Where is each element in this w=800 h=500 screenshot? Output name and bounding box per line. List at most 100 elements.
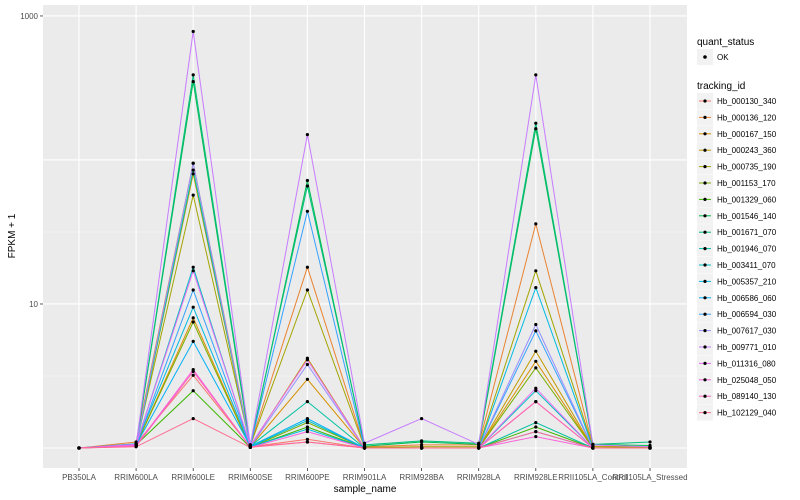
legend-point-key (703, 279, 707, 283)
data-point (648, 440, 652, 444)
y-axis-ticks: 10 1000 (20, 12, 43, 309)
data-point (305, 133, 309, 137)
legend-point-key (703, 329, 707, 333)
data-point (191, 269, 195, 273)
legend-label-hb-001671-070: Hb_001671_070 (717, 228, 777, 237)
data-point (305, 184, 309, 188)
data-points (77, 29, 652, 450)
legend-point-key (703, 115, 707, 119)
data-point (305, 209, 309, 213)
legend-point-key (703, 230, 707, 234)
data-point (305, 430, 309, 434)
x-axis-ticks: PB350LA RRIM600LA RRIM600LE RRIM600SE RRIM60… (62, 468, 688, 482)
legend-tracking-id-title: tracking_id (697, 81, 745, 92)
data-point (191, 29, 195, 34)
data-point (591, 446, 595, 450)
x-tick-label: RRII105LA_Stressed (612, 473, 687, 482)
x-tick-label: RRIM928LE (514, 473, 558, 482)
legend-point-key (703, 296, 707, 300)
legend-label-hb-000735-190: Hb_000735_190 (717, 163, 777, 172)
data-point (305, 288, 309, 292)
legend-label-hb-009771-010: Hb_009771_010 (717, 343, 777, 352)
data-point (534, 322, 538, 327)
data-point (534, 269, 538, 273)
data-point (191, 369, 195, 374)
data-point (477, 442, 481, 446)
x-tick-label: RRII105LA_Control (558, 473, 628, 482)
data-point (191, 320, 195, 324)
data-point (305, 437, 309, 441)
legend-label-hb-000130-340: Hb_000130_340 (717, 97, 777, 106)
x-tick-label: RRIM600SE (228, 473, 272, 482)
data-point (191, 288, 195, 292)
data-point (534, 127, 538, 131)
data-point (362, 441, 367, 445)
data-point (191, 80, 195, 84)
legend-point-key (703, 312, 707, 316)
data-point (191, 305, 195, 309)
legend-point-key (703, 165, 707, 169)
legend-point-key (703, 132, 707, 136)
legend-label-hb-006594-030: Hb_006594_030 (717, 310, 777, 319)
data-point (191, 417, 195, 421)
data-point (305, 377, 309, 381)
x-tick-label: PB350LA (62, 473, 96, 482)
data-point (191, 73, 195, 77)
legend-label-hb-001153-170: Hb_001153_170 (717, 179, 776, 188)
data-point (420, 439, 424, 443)
x-tick-label: RRIM600LE (171, 473, 215, 482)
legend-label-hb-005357-210: Hb_005357_210 (717, 277, 777, 286)
legend-point-key (703, 263, 707, 267)
data-point (534, 435, 538, 439)
data-point (534, 400, 538, 404)
data-point (591, 443, 595, 447)
data-point (534, 421, 538, 425)
data-point (534, 121, 538, 125)
legend-point-key (703, 55, 707, 59)
data-point (248, 445, 252, 449)
legend-label-hb-007617-030: Hb_007617_030 (717, 327, 777, 336)
x-tick-label: RRIM928BA (399, 473, 444, 482)
legend-label-hb-003411-070: Hb_003411_070 (717, 261, 776, 270)
legend-point-key (703, 345, 707, 349)
data-point (362, 446, 367, 450)
data-point (191, 373, 195, 377)
data-point (534, 73, 538, 77)
data-point (191, 172, 195, 176)
data-point (305, 400, 309, 404)
legend-label-hb-000243-360: Hb_000243_360 (717, 146, 777, 155)
x-tick-label: RRIM600PE (285, 473, 329, 482)
y-tick-label: 1000 (20, 12, 38, 21)
data-point (191, 339, 195, 343)
data-point (534, 430, 538, 434)
legend-label-hb-000167-150: Hb_000167_150 (717, 130, 777, 139)
data-point (534, 329, 538, 333)
data-point (534, 425, 538, 429)
legend-point-key (703, 247, 707, 251)
data-point (191, 161, 195, 165)
data-point (191, 168, 195, 172)
data-point (420, 446, 424, 450)
legend-label-hb-089140-130: Hb_089140_130 (717, 392, 777, 401)
data-point (191, 265, 195, 269)
data-point (534, 286, 538, 290)
data-point (77, 446, 81, 450)
data-point (534, 222, 538, 226)
data-point (305, 427, 309, 431)
x-axis-title: sample_name (334, 484, 397, 495)
data-point (305, 358, 309, 362)
legend-point-key (703, 378, 707, 382)
legend-label-hb-001329-060: Hb_001329_060 (717, 195, 777, 204)
legend-label-hb-011316-080: Hb_011316_080 (717, 359, 776, 368)
data-point (191, 389, 195, 393)
data-point (534, 366, 538, 370)
data-point (477, 446, 481, 450)
legend-label: OK (717, 53, 729, 62)
legend-label-hb-025048-050: Hb_025048_050 (717, 376, 777, 385)
data-point (134, 445, 138, 449)
data-point (305, 265, 309, 269)
legend-tracking-id-entries: Hb_000130_340 Hb_000136_120 Hb_000167_150 H… (697, 93, 777, 421)
legend-point-key (703, 197, 707, 201)
data-point (534, 389, 538, 393)
